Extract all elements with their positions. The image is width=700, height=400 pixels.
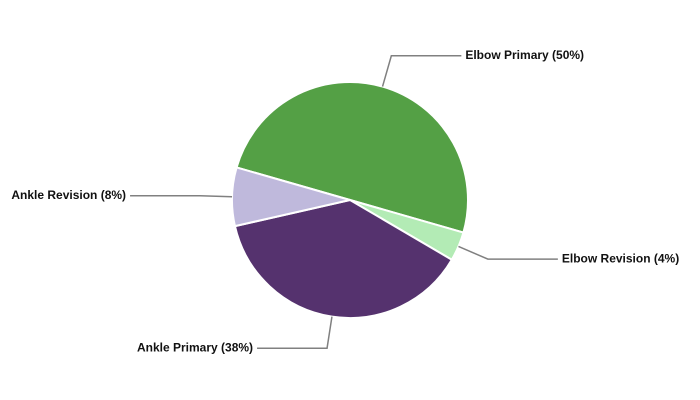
pie-slice xyxy=(231,166,351,228)
leader-line xyxy=(257,316,333,349)
data-label: Elbow Revision (4%) xyxy=(562,251,679,265)
pie-slice xyxy=(235,81,469,234)
data-label: Ankle Revision (8%) xyxy=(11,188,126,202)
data-label: Ankle Primary (38%) xyxy=(137,340,253,354)
leader-line xyxy=(130,195,233,198)
data-label: Elbow Primary (50%) xyxy=(465,48,584,62)
leader-line xyxy=(381,55,462,87)
leader-line xyxy=(458,245,558,260)
